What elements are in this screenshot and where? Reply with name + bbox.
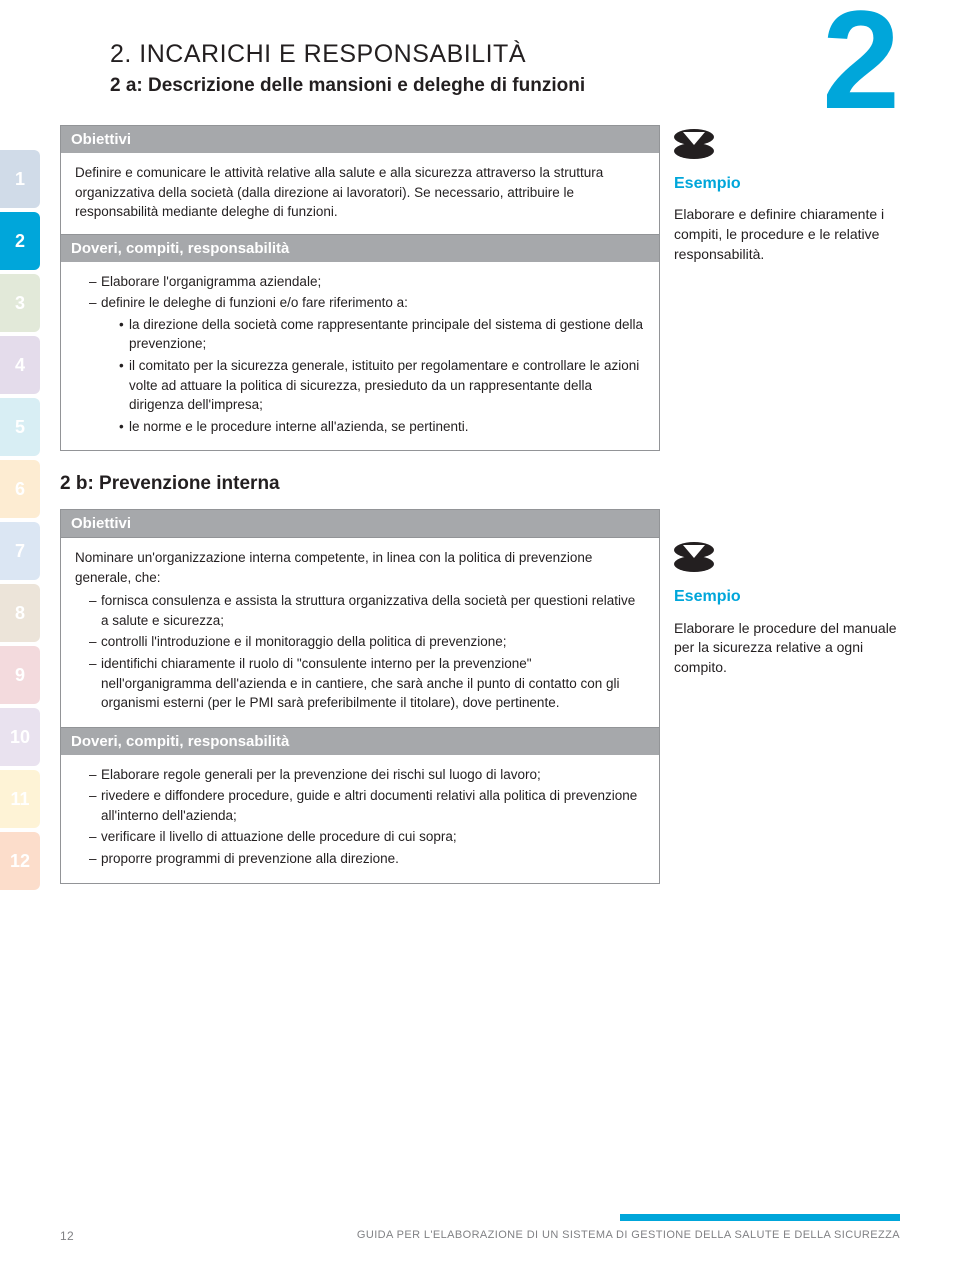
section-2a: Obiettivi Definire e comunicare le attiv… xyxy=(60,125,900,538)
footer-accent-line xyxy=(620,1214,900,1221)
doveri-body-b: Elaborare regole generali per la prevenz… xyxy=(61,755,659,883)
doveri-a-item1: Elaborare l'organigramma aziendale; xyxy=(89,272,645,292)
page: 2 2. INCARICHI E RESPONSABILITÀ 2 a: Des… xyxy=(0,0,960,1271)
doveri-a-item2: definire le deleghe di funzioni e/o fare… xyxy=(89,293,645,436)
doveri-header-a: Doveri, compiti, responsabilità xyxy=(61,235,659,262)
doveri-b-item3: verificare il livello di attuazione dell… xyxy=(89,827,645,847)
obiettivi-body-a: Definire e comunicare le attività relati… xyxy=(61,153,659,234)
esempio-text-a: Elaborare e definire chiaramente i compi… xyxy=(674,205,900,264)
footer-text: GUIDA PER L'ELABORAZIONE DI UN SISTEMA D… xyxy=(357,1229,900,1243)
doveri-box-b: Doveri, compiti, responsabilità Elaborar… xyxy=(60,728,660,884)
tab-6: 6 xyxy=(0,460,40,518)
doveri-b-item4: proporre programmi di prevenzione alla d… xyxy=(89,849,645,869)
obiettivi-b-item3: identifichi chiaramente il ruolo di "con… xyxy=(89,654,645,713)
doveri-a-sub2: il comitato per la sicurezza generale, i… xyxy=(119,356,645,415)
tab-12: 12 xyxy=(0,832,40,890)
chapter-subtitle: 2 a: Descrizione delle mansioni e delegh… xyxy=(110,75,900,97)
tab-5: 5 xyxy=(0,398,40,456)
tab-7: 7 xyxy=(0,522,40,580)
obiettivi-box-a: Obiettivi Definire e comunicare le attiv… xyxy=(60,125,660,235)
section-2b-main: Nominare un'organizzazione interna compe… xyxy=(60,538,660,883)
doveri-a-item2-text: definire le deleghe di funzioni e/o fare… xyxy=(101,295,408,310)
download-icon xyxy=(674,129,714,163)
obiettivi-body-box-b: Nominare un'organizzazione interna compe… xyxy=(60,538,660,728)
tab-1: 1 xyxy=(0,150,40,208)
obiettivi-header-a: Obiettivi xyxy=(61,126,659,153)
doveri-header-b: Doveri, compiti, responsabilità xyxy=(61,728,659,755)
tab-11: 11 xyxy=(0,770,40,828)
section-2b: Nominare un'organizzazione interna compe… xyxy=(60,538,900,883)
side-tabs: 1 2 3 4 5 6 7 8 9 10 11 12 xyxy=(0,150,40,894)
doveri-b-item1: Elaborare regole generali per la prevenz… xyxy=(89,765,645,785)
esempio-b: Esempio Elaborare le procedure del manua… xyxy=(674,538,900,677)
obiettivi-intro-b: Nominare un'organizzazione interna compe… xyxy=(75,548,645,587)
esempio-label-a: Esempio xyxy=(674,173,900,195)
doveri-b-item2: rivedere e diffondere procedure, guide e… xyxy=(89,786,645,825)
tab-9: 9 xyxy=(0,646,40,704)
esempio-a: Esempio Elaborare e definire chiaramente… xyxy=(674,125,900,264)
doveri-a-sub1: la direzione della società come rapprese… xyxy=(119,315,645,354)
obiettivi-header-b: Obiettivi xyxy=(61,510,659,537)
obiettivi-b-item1: fornisca consulenza e assista la struttu… xyxy=(89,591,645,630)
page-number: 12 xyxy=(60,1229,74,1243)
tab-3: 3 xyxy=(0,274,40,332)
obiettivi-body-b: Nominare un'organizzazione interna compe… xyxy=(61,538,659,727)
tab-10: 10 xyxy=(0,708,40,766)
obiettivi-text-a: Definire e comunicare le attività relati… xyxy=(75,163,645,222)
tab-8: 8 xyxy=(0,584,40,642)
download-icon xyxy=(674,542,714,576)
tab-2: 2 xyxy=(0,212,40,270)
title-block: 2. INCARICHI E RESPONSABILITÀ 2 a: Descr… xyxy=(110,40,900,97)
section-2b-title: 2 b: Prevenzione interna xyxy=(60,473,660,495)
obiettivi-b-item2: controlli l'introduzione e il monitoragg… xyxy=(89,632,645,652)
doveri-a-sub3: le norme e le procedure interne all'azie… xyxy=(119,417,645,437)
chapter-title: 2. INCARICHI E RESPONSABILITÀ xyxy=(110,40,900,69)
doveri-body-a: Elaborare l'organigramma aziendale; defi… xyxy=(61,262,659,451)
section-2a-main: Obiettivi Definire e comunicare le attiv… xyxy=(60,125,660,538)
obiettivi-box-b: Obiettivi xyxy=(60,509,660,538)
tab-4: 4 xyxy=(0,336,40,394)
esempio-text-b: Elaborare le procedure del manuale per l… xyxy=(674,619,900,678)
doveri-box-a: Doveri, compiti, responsabilità Elaborar… xyxy=(60,235,660,452)
chapter-number-large: 2 xyxy=(822,0,900,130)
esempio-label-b: Esempio xyxy=(674,586,900,608)
page-footer: 12 GUIDA PER L'ELABORAZIONE DI UN SISTEM… xyxy=(0,1214,960,1243)
